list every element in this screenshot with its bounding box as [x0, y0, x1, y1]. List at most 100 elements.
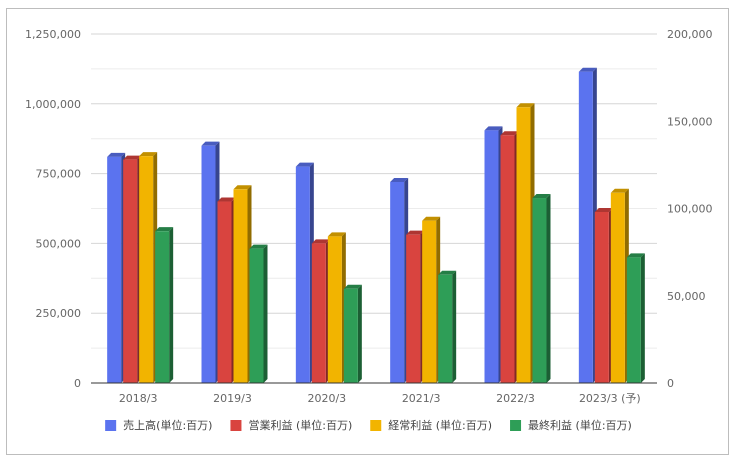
- category-label: 2021/3: [402, 392, 441, 405]
- right-tick-label: 100,000: [667, 203, 713, 216]
- category-labels: 2018/3 2019/3 2020/3 2021/3 2022/3 2023/3 (予): [119, 392, 641, 405]
- bar-top: [201, 141, 220, 146]
- bar-front: [327, 236, 342, 383]
- bar-top: [610, 188, 629, 193]
- bar-front: [249, 248, 264, 383]
- bar-front: [422, 220, 437, 383]
- left-tick-label: 1,000,000: [25, 98, 81, 111]
- bar-top: [249, 244, 268, 249]
- legend-label: 最終利益 (単位:百万): [528, 418, 632, 432]
- bar: [500, 131, 519, 383]
- bar-top: [327, 232, 346, 237]
- bar-front: [139, 156, 154, 383]
- bar: [484, 126, 503, 383]
- bar-front: [484, 130, 499, 383]
- bar-front: [516, 107, 531, 383]
- left-axis-ticks: 0 250,000 500,000 750,000 1,000,000 1,250,000: [25, 28, 81, 390]
- right-tick-label: 0: [667, 377, 674, 390]
- bar: [532, 194, 551, 383]
- bar-chart: 0 250,000 500,000 750,000 1,000,000 1,250,000…: [25, 28, 713, 432]
- bar: [123, 155, 142, 383]
- left-tick-label: 250,000: [36, 307, 82, 320]
- bar-side: [357, 284, 362, 383]
- right-tick-label: 150,000: [667, 115, 713, 128]
- bar-front: [500, 135, 515, 383]
- bar: [201, 141, 220, 383]
- bar-top: [438, 270, 457, 275]
- bar: [578, 67, 597, 383]
- bar-front: [155, 231, 170, 383]
- category-label: 2019/3: [213, 392, 252, 405]
- bar-top: [233, 185, 252, 190]
- legend-swatch: [105, 420, 117, 431]
- bar-front: [532, 198, 547, 383]
- bar-top: [155, 227, 174, 232]
- bar-top: [500, 131, 519, 136]
- bar-top: [390, 177, 409, 182]
- bar-top: [594, 207, 613, 212]
- bar-side: [546, 194, 551, 383]
- bar-front: [217, 201, 232, 383]
- bar: [107, 152, 126, 383]
- bar-top: [343, 284, 362, 289]
- bar: [311, 239, 330, 383]
- bar: [516, 103, 535, 383]
- legend-item[interactable]: 最終利益 (単位:百万): [510, 418, 632, 432]
- bar-top: [311, 239, 330, 244]
- category-label: 2022/3: [496, 392, 535, 405]
- bar-side: [640, 253, 645, 383]
- bar-front: [295, 166, 310, 383]
- category-label: 2023/3 (予): [579, 392, 641, 405]
- legend-item[interactable]: 営業利益 (単位:百万): [230, 418, 352, 432]
- bar: [438, 270, 457, 383]
- left-tick-label: 1,250,000: [25, 28, 81, 41]
- legend-swatch: [370, 420, 382, 431]
- right-tick-label: 50,000: [667, 290, 706, 303]
- bar-top: [139, 152, 158, 157]
- left-tick-label: 0: [74, 377, 81, 390]
- bar-side: [263, 244, 268, 383]
- bar-front: [201, 145, 216, 383]
- bar-front: [594, 211, 609, 383]
- bar: [422, 216, 441, 383]
- bar: [233, 185, 252, 383]
- right-axis-ticks: 0 50,000 100,000 150,000 200,000: [667, 28, 713, 390]
- right-tick-label: 200,000: [667, 28, 713, 41]
- left-tick-label: 750,000: [36, 168, 82, 181]
- bar: [594, 207, 613, 383]
- legend-swatch: [510, 420, 522, 431]
- legend[interactable]: 売上高(単位:百万) 営業利益 (単位:百万) 経常利益 (単位:百万) 最終利益 (…: [105, 418, 632, 432]
- bar: [295, 162, 314, 383]
- gridlines: [91, 33, 657, 349]
- bar-top: [406, 230, 425, 235]
- bar-side: [169, 227, 174, 383]
- bar-front: [107, 156, 122, 383]
- bar-front: [233, 189, 248, 383]
- bar-top: [626, 253, 645, 258]
- left-tick-label: 500,000: [36, 237, 82, 250]
- bar-top: [107, 152, 126, 157]
- bar-top: [123, 155, 142, 160]
- bar-front: [390, 181, 405, 383]
- bar-top: [578, 67, 597, 72]
- bar: [390, 177, 409, 383]
- bar: [626, 253, 645, 383]
- bar-top: [217, 197, 236, 202]
- bar: [406, 230, 425, 383]
- bar-front: [610, 192, 625, 383]
- legend-label: 経常利益 (単位:百万): [388, 418, 492, 432]
- bar-top: [422, 216, 441, 221]
- legend-item[interactable]: 経常利益 (単位:百万): [370, 418, 492, 432]
- bar-front: [406, 234, 421, 383]
- category-label: 2020/3: [307, 392, 346, 405]
- bar-front: [438, 274, 453, 383]
- bar: [327, 232, 346, 383]
- bar-side: [452, 270, 457, 383]
- bar: [610, 188, 629, 383]
- bar-front: [343, 288, 358, 383]
- bar-top: [484, 126, 503, 131]
- category-label: 2018/3: [119, 392, 158, 405]
- legend-item[interactable]: 売上高(単位:百万): [105, 418, 212, 432]
- bar: [139, 152, 158, 383]
- legend-swatch: [230, 420, 242, 431]
